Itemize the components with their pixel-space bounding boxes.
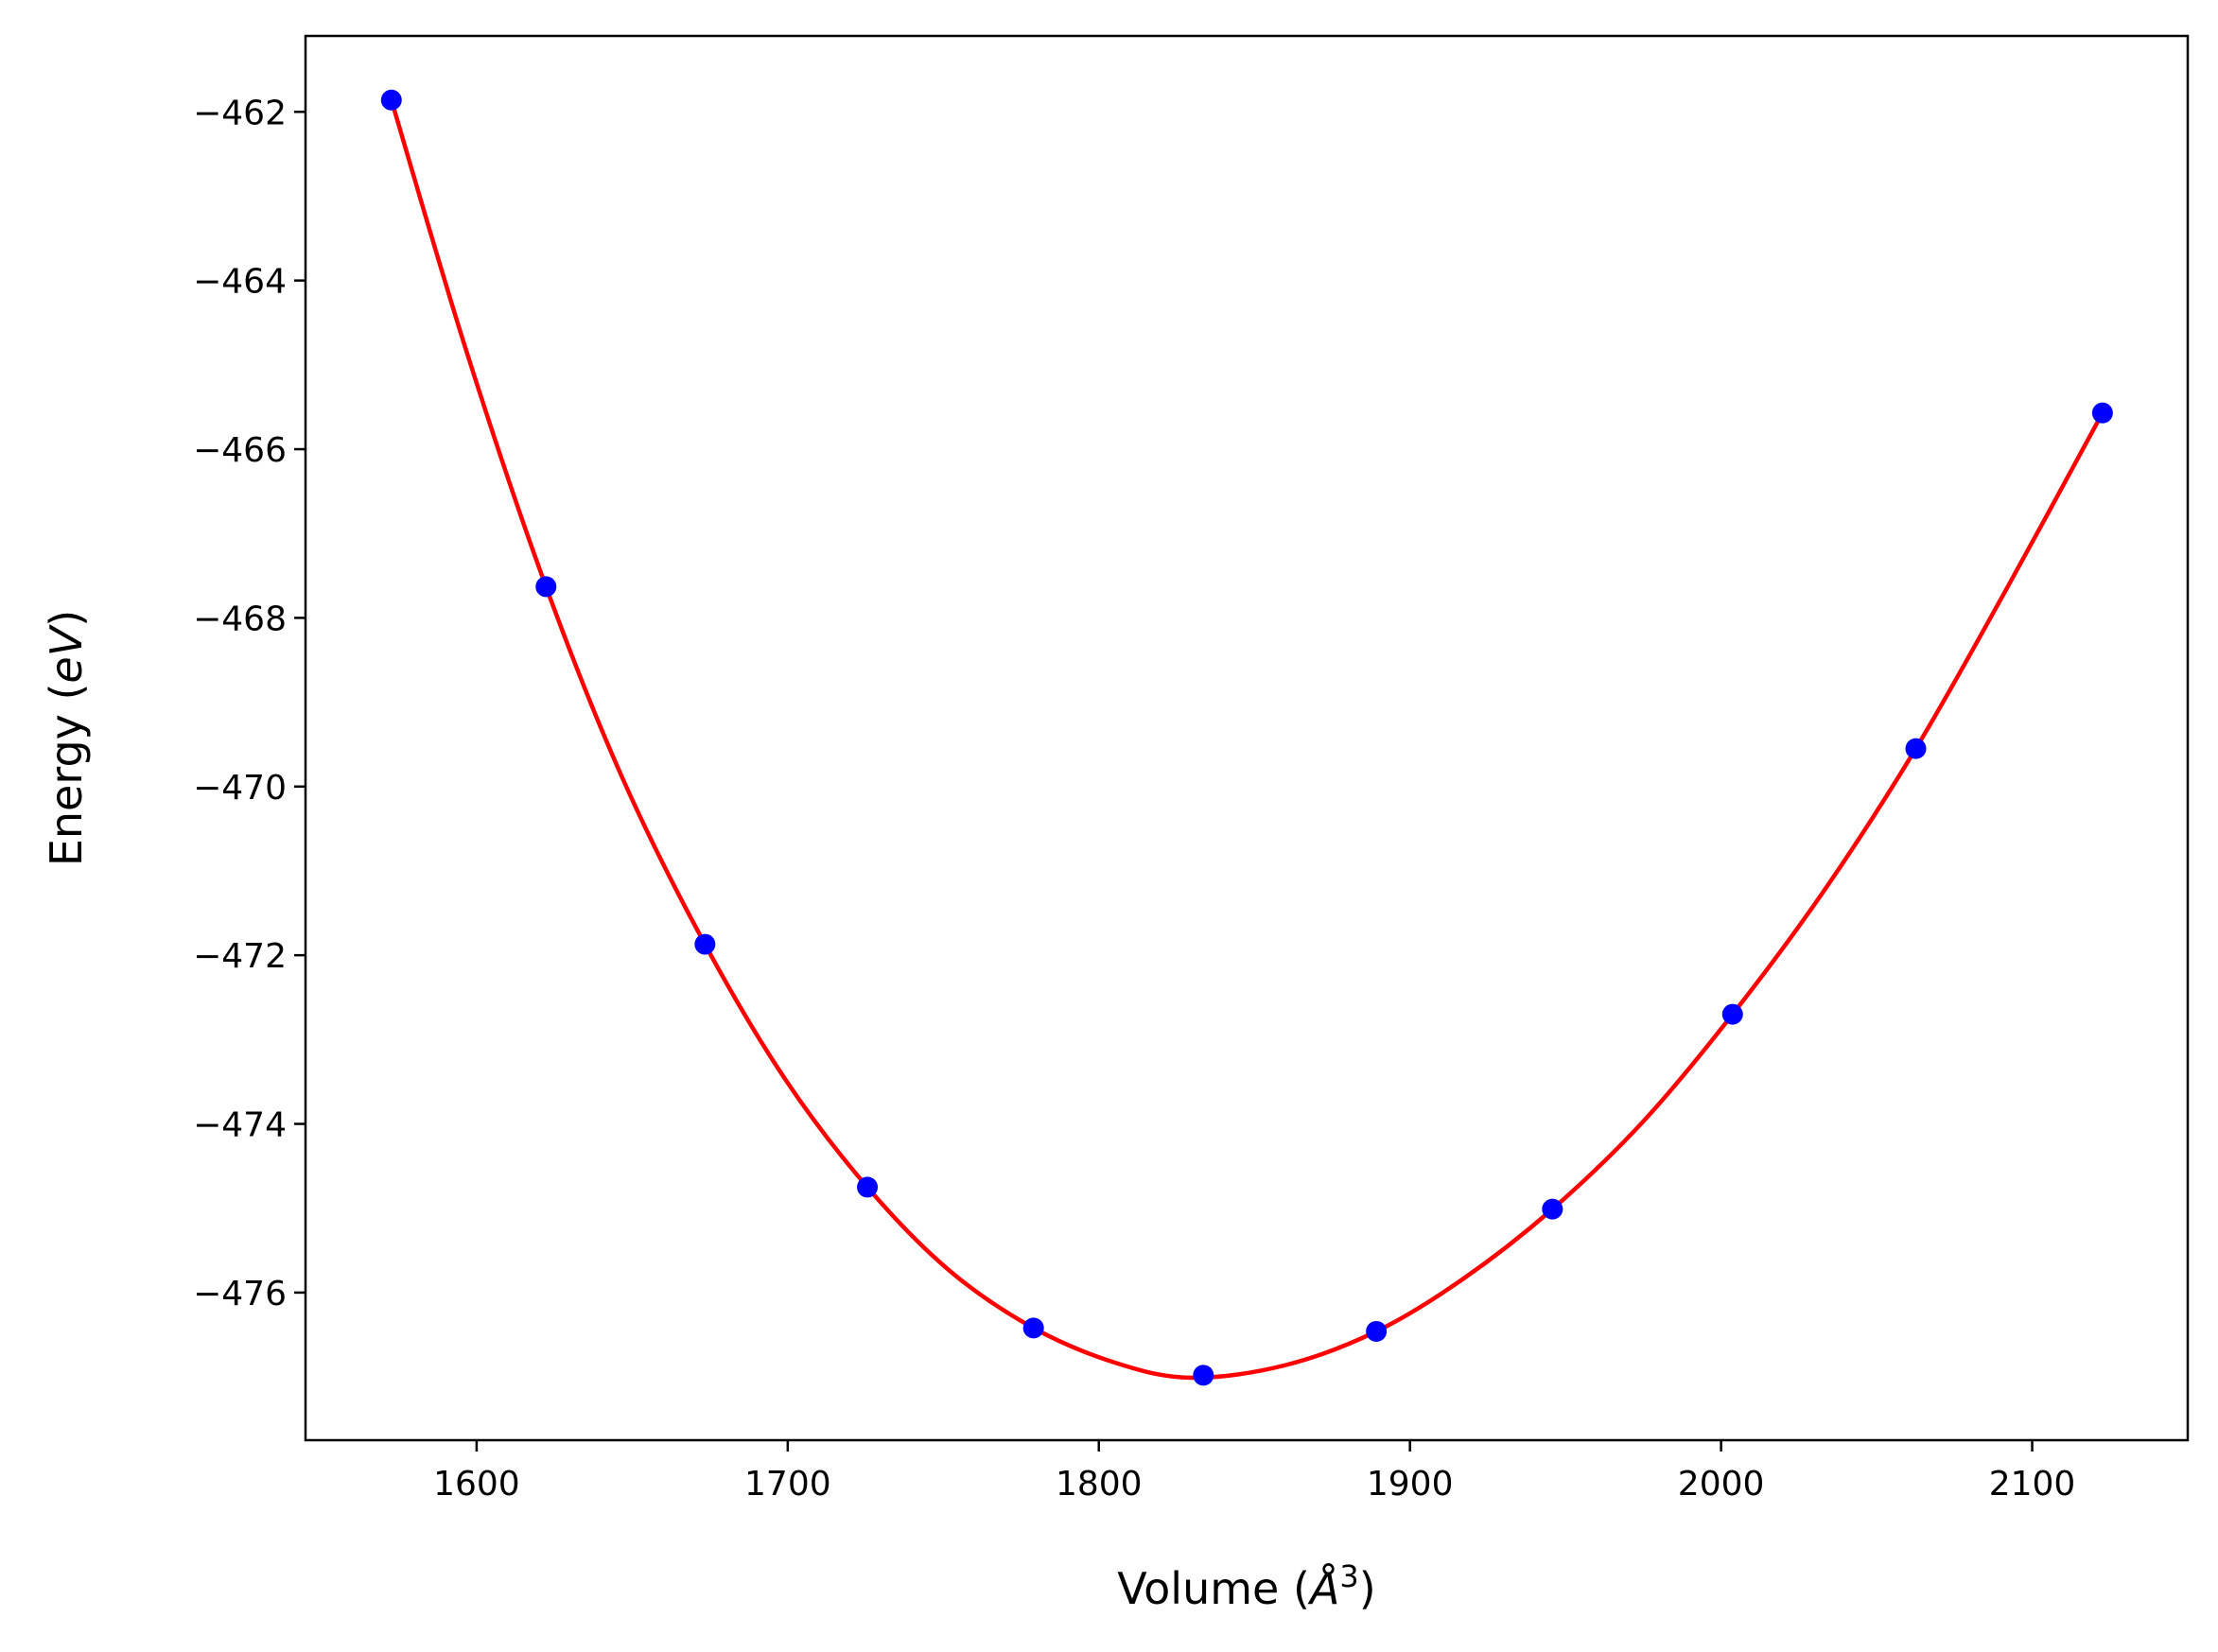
data-point: [1905, 738, 1927, 759]
x-axis-label-open-paren: (: [1279, 1563, 1310, 1614]
y-axis-ticks: −462 −464 −466 −468 −470 −472 −474 −476: [193, 94, 306, 1313]
x-tick-label: 1800: [1056, 1465, 1143, 1504]
x-axis-unit-letter: Å: [1307, 1563, 1339, 1614]
data-point: [857, 1176, 879, 1198]
y-axis-label-open-paren: (: [41, 684, 92, 715]
y-axis-unit: eV: [41, 623, 92, 683]
data-point: [1022, 1317, 1044, 1339]
x-axis-label-close-paren: ): [1359, 1563, 1376, 1614]
x-tick-label: 2100: [1989, 1465, 2076, 1504]
data-point: [694, 933, 716, 955]
y-axis-label-text: Energy: [41, 714, 92, 866]
y-tick-label: −474: [193, 1106, 287, 1145]
y-tick-label: −472: [193, 937, 287, 976]
y-tick-label: −476: [193, 1275, 287, 1313]
y-tick-label: −464: [193, 263, 287, 302]
data-point: [1193, 1365, 1214, 1386]
x-axis-label: Volume (Å3): [1117, 1558, 1375, 1614]
y-axis-label-close-paren: ): [41, 610, 92, 627]
fit-curve-line: [389, 99, 2104, 1381]
y-tick-label: −468: [193, 600, 287, 638]
data-point: [1721, 1003, 1743, 1025]
data-point: [1542, 1198, 1563, 1220]
data-point: [1366, 1320, 1388, 1342]
y-tick-label: −462: [193, 94, 287, 132]
data-point: [380, 89, 402, 111]
x-axis-ticks: 1600 1700 1800 1900 2000 2100: [433, 1440, 2075, 1504]
y-axis-label: Energy (eV): [41, 610, 92, 866]
data-points: [380, 89, 2113, 1386]
x-axis-label-text: Volume: [1117, 1563, 1279, 1614]
x-tick-label: 1600: [433, 1465, 520, 1504]
plot-area-frame: [304, 34, 2190, 1442]
y-tick-label: −470: [193, 769, 287, 808]
data-point: [2091, 402, 2113, 424]
x-tick-label: 1700: [744, 1465, 831, 1504]
x-tick-label: 2000: [1678, 1465, 1765, 1504]
y-tick-label: −466: [193, 431, 287, 470]
x-tick-label: 1900: [1367, 1465, 1454, 1504]
data-point: [535, 576, 557, 598]
x-axis-unit-power: 3: [1339, 1558, 1358, 1594]
